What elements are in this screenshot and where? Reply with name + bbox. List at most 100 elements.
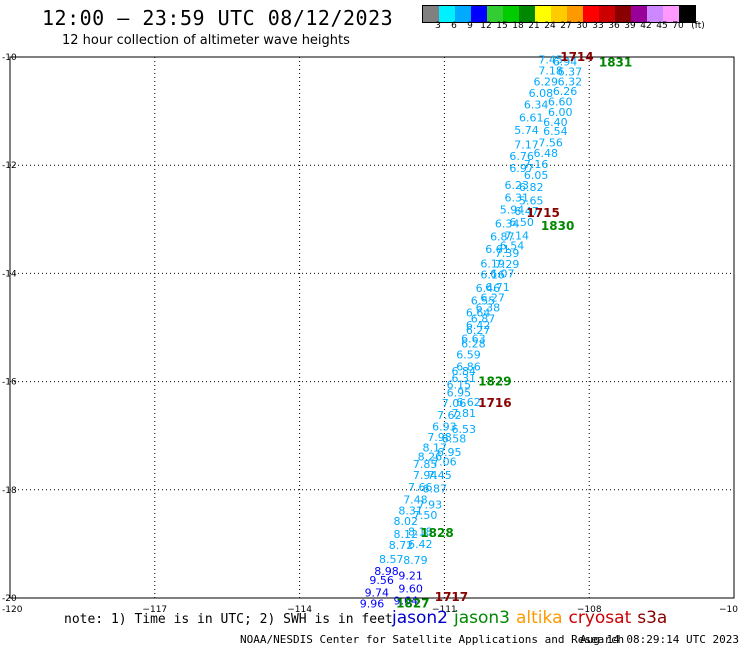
y-tick-label: -10: [2, 53, 17, 63]
x-tick-label: −108: [577, 605, 602, 615]
color-scale-label: 27: [560, 21, 572, 31]
color-swatch: [471, 6, 487, 22]
wave-height-value: 7.81: [451, 407, 476, 420]
wave-height-value: 6.27: [480, 292, 505, 305]
wave-height-value: 7.62: [437, 409, 462, 422]
color-scale-label: 21: [528, 21, 540, 31]
wave-height-value: 6.15: [447, 378, 472, 391]
wave-height-value: 8.02: [394, 515, 419, 528]
pass-time-label: 1830: [541, 219, 574, 233]
legend-item-s3a: s3a: [637, 608, 668, 628]
y-axis-ticks: -10 -12 -14 -16 -18 -20: [2, 53, 17, 604]
color-swatch: [551, 6, 567, 22]
y-tick-label: -12: [2, 161, 17, 171]
color-swatch: [631, 6, 647, 22]
color-swatch: [487, 6, 503, 22]
color-swatch: [535, 6, 551, 22]
wave-height-value: 6.95: [447, 386, 472, 399]
wave-height-value: 6.87: [422, 483, 447, 496]
wave-height-value: 8.57: [379, 553, 404, 566]
wave-height-value: 8.12: [394, 528, 419, 541]
wave-height-value: 6.53: [451, 423, 476, 436]
wave-height-value: 6.58: [442, 432, 467, 445]
pass-time-label: 1715: [526, 206, 559, 220]
x-tick-label: −111: [432, 605, 457, 615]
wave-height-value: 6.93: [432, 421, 457, 434]
pass-time-label: 1827: [396, 596, 429, 610]
color-swatch: [423, 6, 439, 22]
x-tick-label: −114: [287, 605, 312, 615]
wave-height-values: 7.456.947.186.376.29 6.326.08 6.266.34 6.60…: [360, 54, 582, 611]
wave-height-value: 6.32: [558, 75, 583, 88]
wave-height-value: 6.64: [466, 306, 491, 319]
color-swatch: [615, 6, 631, 22]
wave-height-value: 9.64: [394, 595, 419, 608]
wave-height-value: 6.31: [505, 192, 530, 205]
wave-height-value: 6.42: [408, 538, 433, 551]
wave-height-value: 6.16: [480, 268, 505, 281]
wave-height-value: 7.94: [413, 469, 438, 482]
color-scale-label: (ft): [691, 21, 705, 31]
wave-height-value: 9.21: [398, 569, 423, 582]
wave-height-value: 7.16: [524, 158, 549, 171]
y-tick-label: -14: [2, 269, 17, 279]
wave-height-value: 7.93: [418, 498, 443, 511]
color-scale-label: 33: [592, 21, 604, 31]
chart-subtitle: 12 hour collection of altimeter wave hei…: [62, 33, 350, 48]
color-scale-label: 12: [480, 21, 492, 31]
legend-item-jason3: jason3: [454, 608, 510, 628]
wave-height-value: 6.86: [456, 360, 481, 373]
wave-height-value: 8.26: [418, 450, 443, 463]
wave-height-value: 6.23: [505, 179, 530, 192]
wave-height-value: 6.87: [490, 231, 515, 244]
wave-height-value: 6.08: [529, 87, 554, 100]
color-swatch: [599, 6, 615, 22]
wave-height-value: 6.46: [476, 282, 501, 295]
wave-height-value: 9.56: [369, 574, 394, 587]
wave-height-value: 6.59: [456, 349, 481, 362]
color-scale-bar: [422, 5, 696, 23]
wave-height-value: 7.56: [538, 136, 563, 149]
wave-height-value: 6.87: [471, 312, 496, 325]
legend-item-altika: altika: [516, 608, 563, 628]
x-tick-label: -120: [2, 605, 23, 615]
color-scale-label: 15: [496, 21, 508, 31]
wave-height-value: 6.54: [500, 239, 525, 252]
color-scale-label: 24: [544, 21, 556, 31]
color-swatch: [439, 6, 455, 22]
wave-height-value: 7.45: [427, 469, 452, 482]
satellite-legend: jason2 jason3 altika cryosat s3a: [392, 608, 673, 628]
wave-height-value: 8.72: [389, 539, 414, 552]
color-scale-label: 3: [435, 21, 441, 31]
wave-height-value: 8.18: [408, 525, 433, 538]
wave-height-value: 7.29: [495, 258, 520, 271]
x-tick-label: −10: [719, 605, 738, 615]
map-frame: [9, 56, 735, 599]
wave-height-value: 6.48: [534, 147, 559, 160]
wave-height-value: 6.47: [514, 205, 539, 218]
color-swatch: [503, 6, 519, 22]
wave-height-value: 9.96: [360, 597, 385, 610]
wave-height-value: 6.61: [519, 112, 544, 125]
wave-height-value: 6.05: [524, 169, 549, 182]
wave-height-value: 7.14: [505, 230, 530, 243]
wave-height-value: 6.54: [543, 125, 568, 138]
wave-height-value: 6.00: [548, 106, 573, 119]
color-scale-label: 42: [640, 21, 652, 31]
pass-time-label: 1828: [420, 526, 453, 540]
wave-height-value: 6.42: [466, 319, 491, 332]
legend-item-jason2: jason2: [392, 608, 448, 628]
chart-title: 12:00 – 23:59 UTC 08/12/2023: [42, 6, 394, 30]
color-swatch: [567, 6, 583, 22]
wave-height-value: 7.48: [403, 494, 428, 507]
wave-height-value: 6.94: [553, 55, 578, 68]
wave-height-value: 7.18: [538, 65, 563, 78]
pass-time-label: 1829: [478, 375, 511, 389]
x-tick-label: −117: [142, 605, 167, 615]
wave-height-value: 6.27: [466, 324, 491, 337]
wave-height-value: 9.60: [398, 582, 423, 595]
wave-height-value: 6.84: [451, 365, 476, 378]
pass-time-label: 1831: [599, 55, 632, 69]
